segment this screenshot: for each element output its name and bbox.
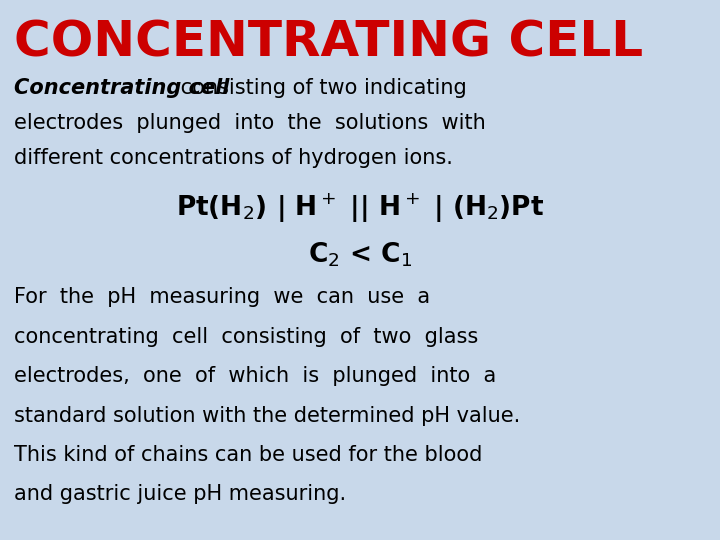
Text: different concentrations of hydrogen ions.: different concentrations of hydrogen ion… (14, 148, 454, 168)
Text: electrodes  plunged  into  the  solutions  with: electrodes plunged into the solutions wi… (14, 113, 486, 133)
Text: consisting of two indicating: consisting of two indicating (174, 78, 467, 98)
Text: This kind of chains can be used for the blood: This kind of chains can be used for the … (14, 445, 483, 465)
Text: Pt(H$_2$) | H$^+$ || H$^+$ | (H$_2$)Pt: Pt(H$_2$) | H$^+$ || H$^+$ | (H$_2$)Pt (176, 192, 544, 225)
Text: Concentrating cell: Concentrating cell (14, 78, 230, 98)
Text: electrodes,  one  of  which  is  plunged  into  a: electrodes, one of which is plunged into… (14, 366, 497, 386)
Text: CONCENTRATING CELL: CONCENTRATING CELL (14, 19, 644, 67)
Text: concentrating  cell  consisting  of  two  glass: concentrating cell consisting of two gla… (14, 327, 479, 347)
Text: and gastric juice pH measuring.: and gastric juice pH measuring. (14, 484, 346, 504)
Text: For  the  pH  measuring  we  can  use  a: For the pH measuring we can use a (14, 287, 431, 307)
Text: C$_2$ < C$_1$: C$_2$ < C$_1$ (308, 240, 412, 269)
Text: standard solution with the determined pH value.: standard solution with the determined pH… (14, 406, 521, 426)
